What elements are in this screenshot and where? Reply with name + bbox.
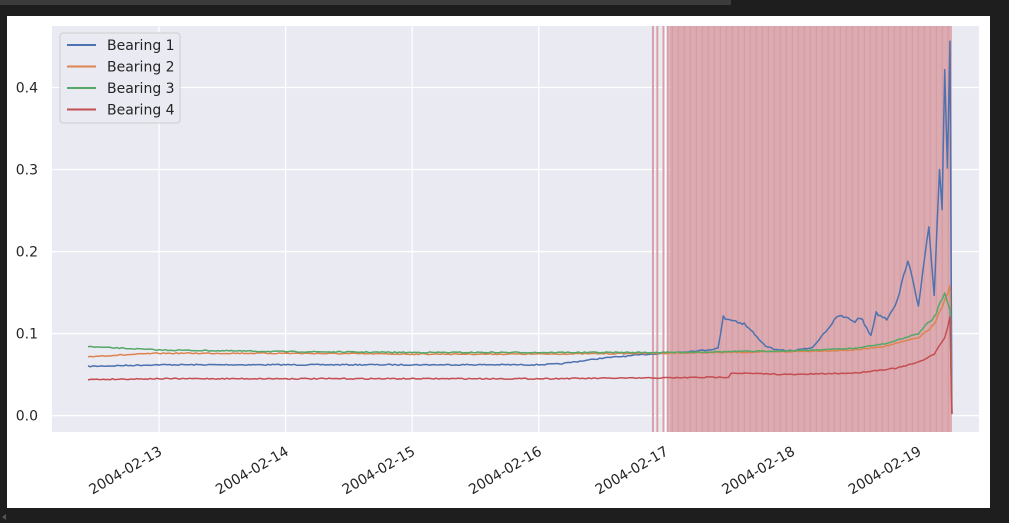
- x-tick-label: 2004-02-15: [340, 444, 418, 499]
- series-line-bearing-2: [87, 284, 953, 415]
- x-tick-label: 2004-02-13: [87, 444, 165, 499]
- series-lines: [87, 40, 953, 415]
- x-tick-label: 2004-02-14: [213, 444, 292, 499]
- legend-box: [59, 32, 181, 124]
- anomaly-band: [651, 26, 952, 432]
- scroll-left-icon[interactable]: [2, 514, 6, 520]
- y-tick-label: 0.3: [16, 163, 38, 179]
- series-line-bearing-3: [87, 292, 953, 415]
- x-tick-label: 2004-02-17: [593, 444, 671, 499]
- line-chart: 0.00.10.20.30.4 2004-02-13 2004-02-14 2004…: [16, 26, 979, 499]
- y-axis: 0.0 0.1 0.2 0.3 0.4: [16, 81, 38, 425]
- legend-label: Bearing 1: [107, 38, 175, 54]
- x-tick-label: 2004-02-18: [719, 444, 797, 499]
- x-axis: 2004-02-13 2004-02-14 2004-02-15 2004-02-16…: [87, 444, 925, 499]
- series-line-bearing-4: [87, 315, 953, 415]
- legend-label: Bearing 2: [107, 60, 175, 76]
- legend-label: Bearing 3: [107, 81, 175, 97]
- y-tick-label: 0.1: [16, 327, 38, 343]
- series-line-bearing-1: [87, 40, 953, 415]
- top-scrollbar[interactable]: [0, 0, 731, 5]
- legend-label: Bearing 4: [107, 103, 175, 119]
- plot-output: 0.0 0.1 0.2 0.3 0.4 2004-02-13 2004-02-14 2004…: [7, 16, 990, 508]
- x-tick-label: 2004-02-19: [846, 444, 924, 499]
- y-tick-label: 0.0: [16, 409, 38, 425]
- x-tick-label: 2004-02-16: [466, 444, 545, 499]
- y-tick-label: 0.2: [16, 245, 38, 261]
- legend: Bearing 1 Bearing 2 Bearing 3 Bearing 4: [59, 32, 181, 124]
- y-tick-label: 0.4: [16, 81, 38, 97]
